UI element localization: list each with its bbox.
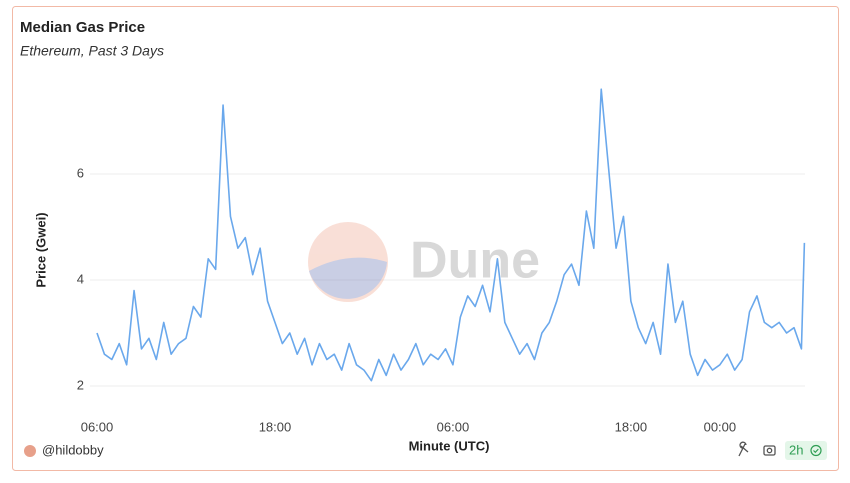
x-tick-label: 06:00 [437,419,470,434]
x-tick-label: 18:00 [615,419,648,434]
author[interactable]: @hildobby [42,442,104,457]
x-tick-label: 06:00 [81,419,114,434]
x-axis-label: Minute (UTC) [409,438,490,453]
x-tick-label: 00:00 [704,419,737,434]
watermark-logo-part [309,257,387,299]
footer-icons [738,441,776,457]
author-avatar [24,445,36,457]
camera-icon[interactable] [763,445,776,456]
chart-subtitle: Ethereum, Past 3 Days [20,43,164,59]
x-tick-label: 18:00 [259,419,292,434]
refresh-label: 2h [789,442,803,457]
data-line [96,88,806,382]
y-tick-label: 2 [77,377,84,392]
share-icon[interactable] [738,441,749,457]
y-tick-label: 6 [77,165,84,180]
watermark-logo [308,222,388,302]
camera-lens [766,447,773,454]
card [12,6,839,471]
refresh-check-mark [813,448,819,454]
y-axis-label: Price (Gwei) [33,212,48,287]
watermark: Dune [308,222,540,302]
refresh-check [810,444,822,457]
chart-title: Median Gas Price [20,19,145,36]
watermark-text: Dune [410,232,540,290]
y-tick-label: 4 [77,271,84,286]
